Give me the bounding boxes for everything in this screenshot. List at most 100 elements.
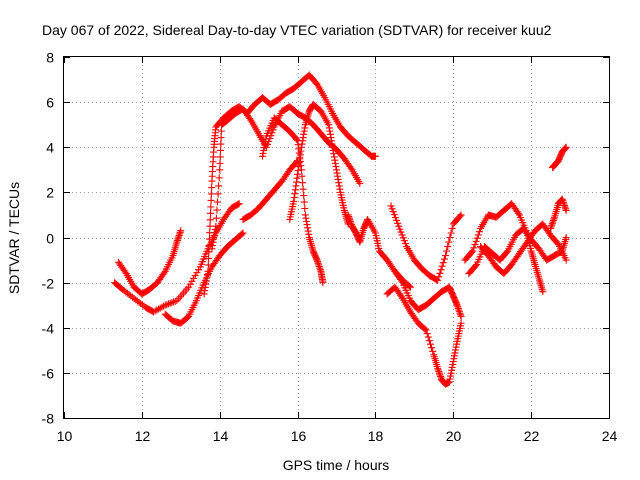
data-point: [193, 269, 201, 277]
data-point: [211, 229, 219, 237]
y-axis-label: SDTVAR / TECUs: [6, 182, 22, 294]
data-point: [316, 264, 324, 272]
x-tick-label: 16: [291, 428, 307, 444]
data-point: [175, 232, 183, 240]
data-point: [443, 247, 451, 255]
data-point: [160, 302, 168, 310]
x-tick-label: 14: [213, 428, 229, 444]
data-point: [212, 222, 220, 230]
data-point: [269, 126, 277, 134]
data-point: [208, 242, 216, 250]
data-point: [406, 283, 414, 291]
data-point: [161, 301, 169, 309]
data-point: [429, 347, 437, 355]
data-point: [549, 218, 557, 226]
data-point: [297, 147, 305, 155]
data-point: [437, 266, 445, 274]
data-point: [435, 369, 443, 377]
data-point: [304, 227, 312, 235]
data-point: [444, 243, 452, 251]
data-point: [215, 174, 223, 182]
data-point: [302, 214, 310, 222]
data-point: [454, 304, 462, 312]
data-point: [435, 368, 443, 376]
data-point: [295, 163, 303, 171]
data-point: [428, 344, 436, 352]
data-point: [190, 274, 198, 282]
data-point: [455, 308, 463, 316]
data-point: [562, 144, 570, 152]
data-point: [209, 238, 217, 246]
data-point: [335, 179, 343, 187]
data-point: [160, 269, 168, 277]
data-point: [165, 300, 173, 308]
data-point: [425, 337, 433, 345]
data-point: [400, 237, 408, 245]
data-point: [434, 366, 442, 374]
y-tick-label: -2: [42, 276, 55, 292]
data-point: [216, 166, 224, 174]
data-point: [548, 220, 556, 228]
data-point: [334, 175, 342, 183]
series-track-13: [461, 200, 547, 296]
chart-title: Day 067 of 2022, Sidereal Day-to-day VTE…: [42, 22, 552, 38]
x-axis-label: GPS time / hours: [283, 457, 390, 473]
x-tick-label: 22: [524, 428, 540, 444]
data-point: [325, 121, 333, 129]
data-point: [175, 233, 183, 241]
data-point: [204, 267, 212, 275]
x-tick-labels: 10 12 14 16 18 20 22 24: [57, 428, 618, 444]
data-point: [435, 273, 443, 281]
data-point: [205, 248, 213, 256]
x-tick-label: 18: [368, 428, 384, 444]
data-point: [453, 340, 461, 348]
data-point: [558, 195, 566, 203]
data-point: [203, 271, 211, 279]
data-point: [456, 212, 464, 220]
data-point: [560, 200, 568, 208]
data-point: [440, 255, 448, 263]
data-point: [207, 190, 215, 198]
data-point: [446, 234, 454, 241]
data-point: [450, 355, 458, 363]
data-point: [453, 300, 461, 308]
data-point: [452, 346, 460, 354]
data-point: [469, 247, 477, 255]
data-point: [300, 192, 308, 200]
data-point: [329, 143, 337, 151]
data-point: [316, 266, 324, 274]
data-point: [387, 202, 395, 210]
data-point: [212, 214, 220, 222]
data-point: [217, 146, 225, 154]
data-point: [335, 182, 343, 190]
axis-ticks: [64, 57, 610, 419]
data-point: [313, 256, 321, 264]
data-point: [449, 358, 457, 366]
data-point: [214, 190, 222, 198]
data-point: [186, 280, 194, 288]
series-track-12: [391, 267, 465, 320]
data-point: [345, 213, 353, 221]
x-tick-label: 10: [57, 428, 73, 444]
data-point: [174, 235, 182, 243]
data-point: [259, 149, 267, 157]
x-tick-label: 24: [602, 428, 618, 444]
data-point: [449, 360, 457, 368]
data-point: [434, 276, 442, 284]
y-tick-labels: -8 -6 -4 -2 0 2 4 6 8: [42, 50, 55, 427]
data-point: [327, 137, 335, 145]
data-point: [328, 140, 336, 148]
series-track-15: [477, 220, 570, 278]
data-point: [203, 274, 211, 282]
data-point: [457, 312, 465, 320]
data-point: [422, 326, 430, 334]
data-point: [297, 143, 305, 151]
data-point: [206, 216, 214, 224]
data-point: [235, 200, 243, 208]
data-point: [301, 124, 309, 132]
data-point: [330, 150, 338, 158]
series-track-3: [161, 229, 247, 327]
y-tick-label: 2: [46, 185, 54, 201]
data-point: [336, 185, 344, 193]
